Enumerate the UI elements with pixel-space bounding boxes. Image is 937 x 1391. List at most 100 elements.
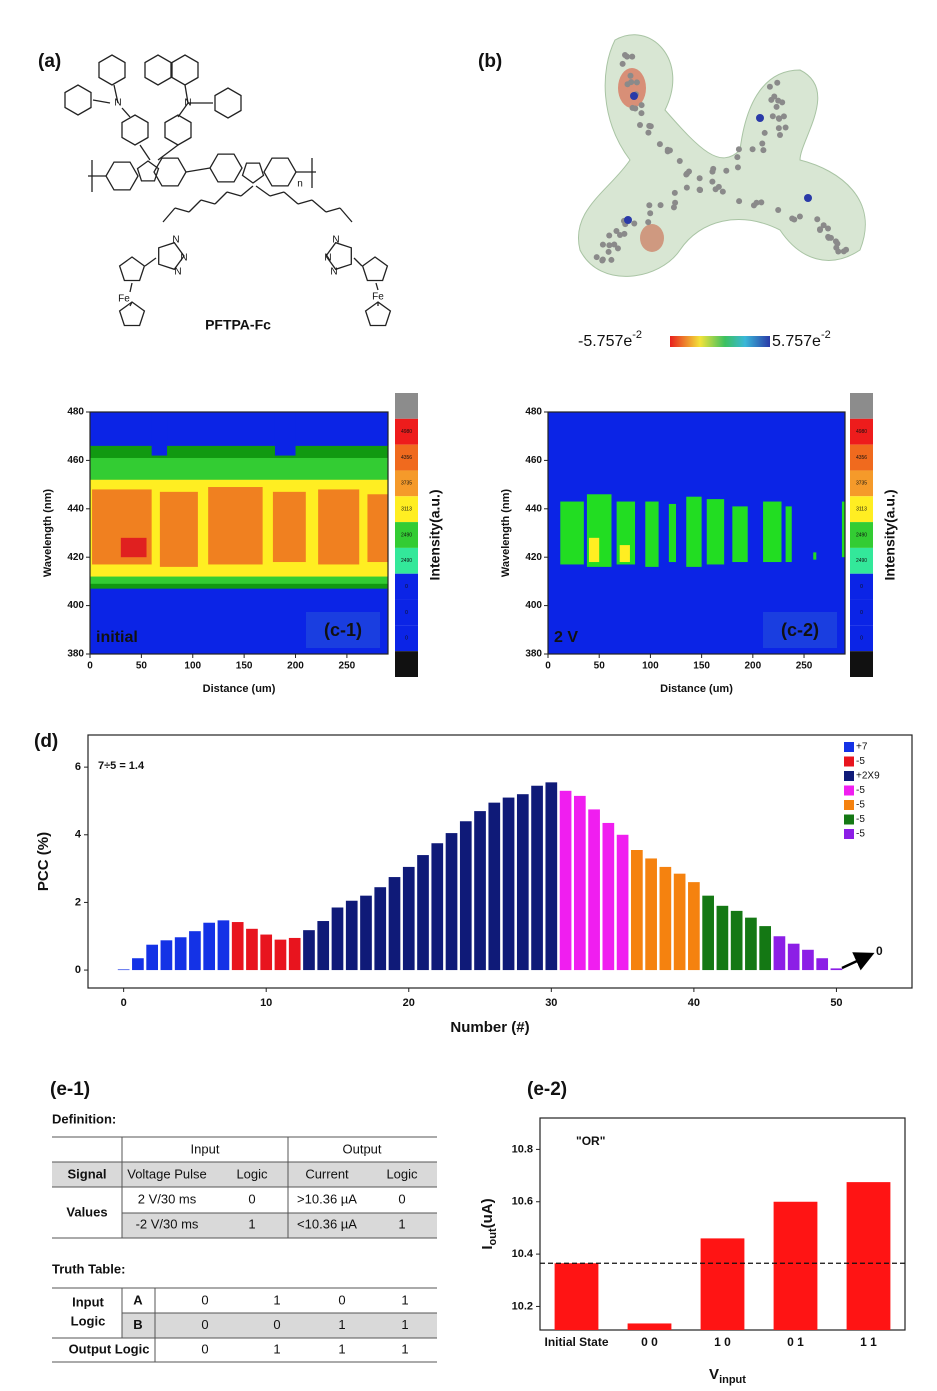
- bar: [573, 795, 586, 971]
- bar: [745, 917, 757, 971]
- atom: [775, 207, 782, 214]
- bond: [92, 99, 111, 104]
- atom-label: N: [114, 98, 121, 109]
- atom: [631, 220, 638, 227]
- y-tick-label: 400: [525, 600, 542, 611]
- atom: [817, 226, 824, 233]
- bond: [339, 207, 353, 223]
- colorbar-segment: [850, 418, 873, 445]
- atom: [613, 228, 620, 235]
- table-title: Definition:: [52, 1111, 116, 1126]
- y-tick-label: 10.4: [512, 1248, 534, 1260]
- ring: [164, 114, 192, 146]
- atom: [734, 164, 741, 171]
- row-shade: [122, 1213, 437, 1238]
- atom: [646, 202, 653, 209]
- atom: [824, 225, 831, 232]
- bar: [174, 937, 187, 971]
- bar: [374, 887, 387, 971]
- row-header: Output Logic: [69, 1341, 150, 1356]
- bar: [189, 931, 201, 971]
- ring: [98, 54, 126, 86]
- scale-min: -5.757e-2: [578, 329, 642, 350]
- atom-label: Fe: [118, 294, 130, 305]
- ring: [214, 87, 242, 119]
- legend-label: -5: [856, 785, 865, 796]
- tag-box: [306, 612, 380, 648]
- bar: [688, 882, 700, 971]
- x-tick-label: 0: [87, 661, 93, 672]
- atom: [753, 199, 760, 206]
- bar: [431, 843, 444, 971]
- bar: [773, 1201, 818, 1330]
- colorbar-label: 0: [405, 584, 408, 590]
- bond: [121, 107, 131, 118]
- colorbar-label: 0: [405, 636, 408, 642]
- bar: [160, 940, 173, 971]
- ring: [153, 157, 187, 187]
- atom-n: [756, 114, 764, 122]
- colorbar-segment: [850, 651, 873, 677]
- atom: [611, 241, 618, 248]
- compound-name: PFTPA-Fc: [205, 317, 271, 333]
- label-main: I: [479, 1245, 496, 1249]
- atom: [791, 216, 798, 223]
- atom: [715, 183, 722, 190]
- bond: [185, 167, 211, 173]
- colorbar-segment: [850, 547, 873, 574]
- atom-n: [624, 216, 632, 224]
- bond: [174, 207, 190, 213]
- ring: [364, 301, 392, 327]
- colorbar-label: 2490: [401, 532, 412, 538]
- bond: [113, 84, 119, 104]
- x-tick-label: 100: [642, 661, 659, 672]
- atom-n: [630, 92, 638, 100]
- plot-frame: [89, 411, 389, 655]
- legend-swatch: [844, 800, 854, 810]
- x-tick-label: 0 1: [787, 1335, 804, 1349]
- x-tick-label: 20: [403, 997, 415, 1009]
- atom: [614, 245, 621, 252]
- y-axis-label: PCC (%): [35, 832, 52, 891]
- label-sub: input: [719, 1374, 746, 1386]
- table-cell: 0: [201, 1317, 208, 1332]
- colorbar-segment: [395, 418, 418, 445]
- plot-frame: [547, 411, 846, 655]
- bar: [146, 944, 158, 971]
- x-axis-label: Number (#): [450, 1019, 529, 1036]
- panel-label: (b): [478, 51, 502, 72]
- panel-tag: (c-2): [781, 620, 819, 640]
- legend-label: -5: [856, 814, 865, 825]
- table-cell: <10.36 µA: [297, 1216, 357, 1231]
- colorbar-segment: [395, 393, 418, 419]
- atom: [646, 122, 653, 129]
- atom: [734, 154, 741, 161]
- atom: [760, 147, 767, 154]
- legend-swatch: [844, 756, 854, 767]
- bar: [631, 850, 643, 971]
- bar: [627, 1323, 672, 1330]
- contour-region: [813, 552, 817, 560]
- atom: [645, 129, 652, 136]
- colorbar-label: 3735: [856, 481, 867, 487]
- bar: [445, 833, 458, 971]
- bar: [802, 949, 814, 971]
- table-cell: 1: [338, 1317, 345, 1332]
- bar: [846, 1182, 891, 1330]
- colorbar-segment: [395, 625, 418, 652]
- colorbar-segment: [850, 496, 873, 523]
- scale-max: 5.757e-2: [772, 329, 831, 350]
- y-tick-label: 420: [67, 552, 84, 563]
- row-shade: [122, 1313, 437, 1338]
- contour-region: [588, 537, 600, 563]
- bar: [459, 821, 472, 971]
- atom: [775, 125, 782, 132]
- atom: [771, 93, 778, 100]
- x-tick-label: 0: [545, 661, 551, 672]
- ring: [121, 114, 149, 146]
- bar: [730, 910, 743, 971]
- colorbar-segment: [395, 444, 418, 471]
- bar: [288, 937, 301, 971]
- y-tick-label: 6: [75, 761, 81, 773]
- y-tick-label: 2: [75, 896, 81, 908]
